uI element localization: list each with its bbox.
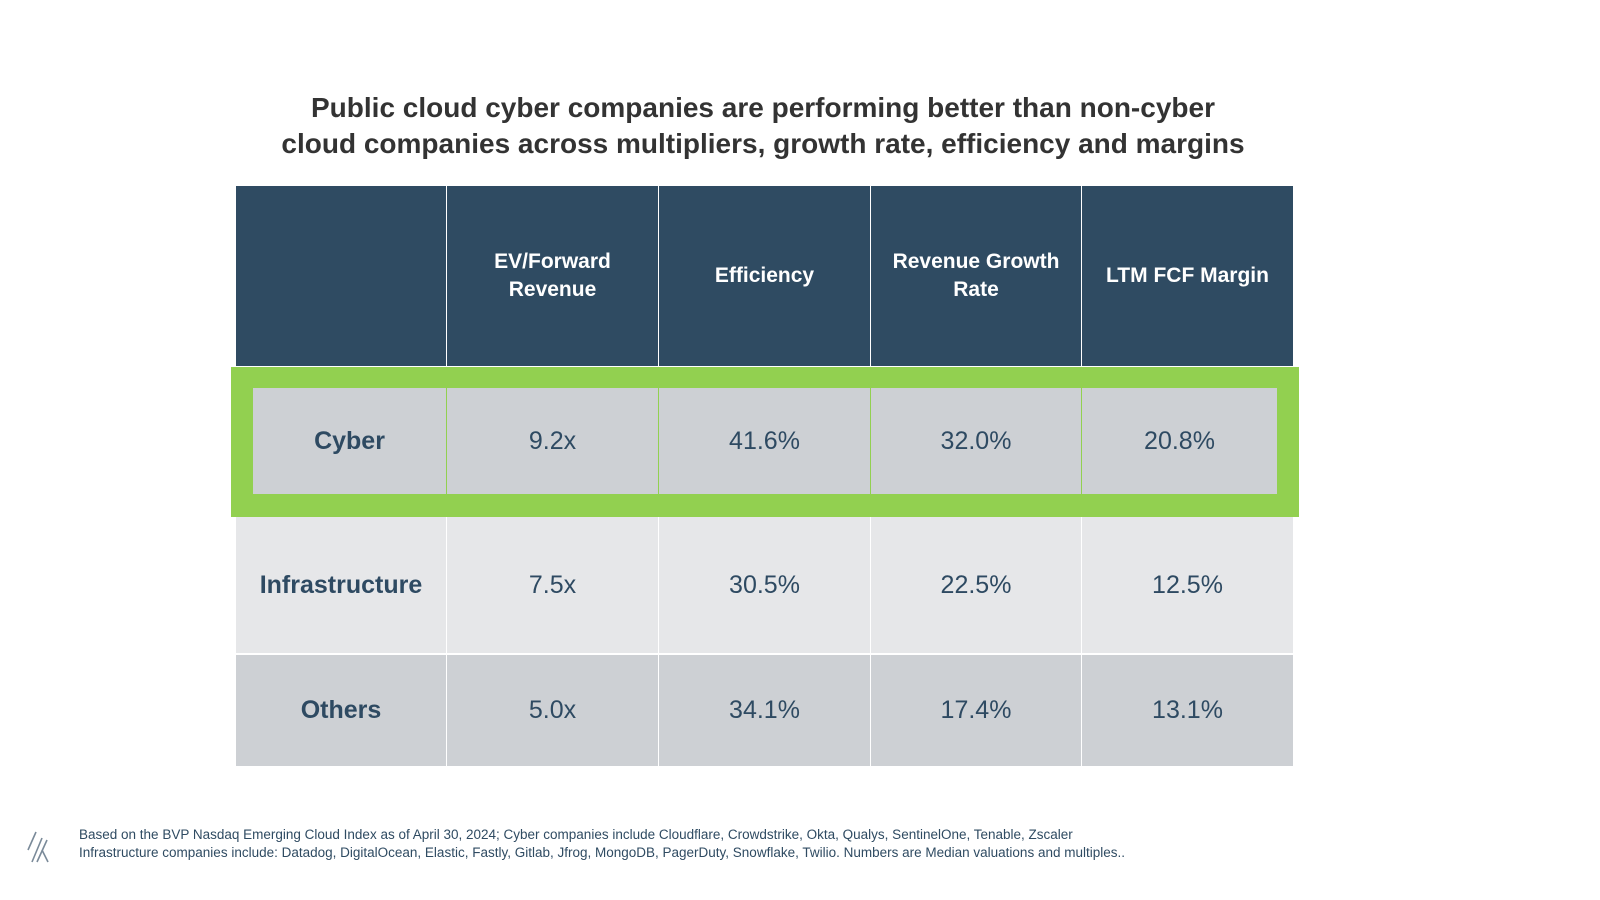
footnote: Based on the BVP Nasdaq Emerging Cloud I…: [79, 826, 1125, 862]
cell-value: 20.8%: [1082, 388, 1277, 494]
header-revenue-growth-rate: Revenue Growth Rate: [871, 186, 1081, 366]
cell-value: 17.4%: [871, 655, 1081, 766]
row-label: Cyber: [253, 388, 446, 494]
footnote-line-1: Based on the BVP Nasdaq Emerging Cloud I…: [79, 827, 1073, 842]
cell-value: 12.5%: [1082, 517, 1293, 653]
cell-value: 7.5x: [447, 517, 658, 653]
cell-value: 41.6%: [659, 388, 870, 494]
title-line-1: Public cloud cyber companies are perform…: [311, 92, 1215, 123]
header-efficiency: Efficiency: [659, 186, 870, 366]
title-line-2: cloud companies across multipliers, grow…: [281, 128, 1245, 159]
page-title: Public cloud cyber companies are perform…: [163, 90, 1363, 162]
header-ev-forward-revenue: EV/Forward Revenue: [447, 186, 658, 366]
bvp-logo-icon: [26, 828, 54, 869]
footnote-line-2: Infrastructure companies include: Datado…: [79, 845, 1125, 860]
cell-value: 32.0%: [871, 388, 1081, 494]
cell-value: 22.5%: [871, 517, 1081, 653]
cell-value: 34.1%: [659, 655, 870, 766]
cell-value: 9.2x: [447, 388, 658, 494]
cell-value: 30.5%: [659, 517, 870, 653]
cell-value: 5.0x: [447, 655, 658, 766]
header-ltm-fcf-margin: LTM FCF Margin: [1082, 186, 1293, 366]
row-label: Others: [236, 655, 446, 766]
cell-value: 13.1%: [1082, 655, 1293, 766]
header-cell-empty: [236, 186, 446, 366]
row-label: Infrastructure: [236, 517, 446, 653]
